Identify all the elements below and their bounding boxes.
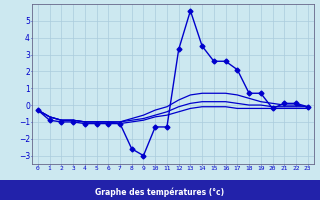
Text: Graphe des températures (°c): Graphe des températures (°c)	[95, 187, 225, 197]
